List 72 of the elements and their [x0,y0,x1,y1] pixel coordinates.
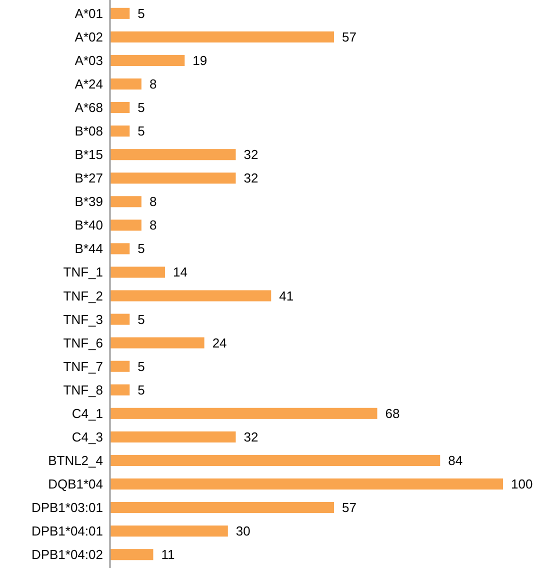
y-tick-label: B*27 [74,170,103,186]
data-label: 5 [138,312,145,327]
bar [110,431,236,442]
data-label: 5 [138,124,145,139]
y-tick-label: A*03 [74,52,103,68]
bar [110,408,378,419]
y-tick-label: TNF_8 [63,382,103,398]
data-label: 30 [236,524,250,539]
y-tick-label: B*15 [74,147,103,162]
bar [110,454,440,466]
y-tick-label: B*08 [74,124,103,139]
y-tick-label: C4_1 [72,406,103,421]
y-tick-label: TNF_3 [63,312,103,327]
bar [110,220,142,231]
data-label: 57 [342,29,356,44]
bar [110,502,334,514]
y-tick-label: DPB1*04:01 [31,524,103,539]
data-label: 5 [138,358,145,374]
bar [110,31,334,42]
bar [110,290,272,302]
data-label: 14 [173,264,188,280]
bar [110,337,204,348]
data-label: 57 [342,500,356,516]
bar [110,126,130,137]
bar [110,54,185,66]
y-tick-label: C4_3 [72,429,103,444]
data-label: 32 [244,147,258,162]
data-label: 8 [149,194,157,210]
y-tick-label: B*39 [74,194,103,210]
y-tick-label: A*02 [74,29,103,44]
bar [110,8,130,19]
y-tick-label: TNF_7 [63,358,103,374]
y-tick-label: TNF_2 [63,288,103,304]
bar [110,196,142,208]
data-label: 5 [138,100,145,116]
data-label: 84 [448,452,463,468]
data-label: 19 [192,52,208,68]
data-label: 8 [149,218,157,233]
bar [110,384,130,396]
y-tick-label: B*40 [74,218,103,233]
bar [110,172,236,184]
y-tick-label: A*24 [74,76,103,92]
bar [110,360,130,372]
data-label: 8 [149,76,157,92]
y-tick-label: B*44 [74,241,103,256]
y-tick-label: DQB1*04 [48,476,103,492]
bar [110,243,130,254]
bar [110,266,166,278]
y-tick-label: A*68 [74,100,103,116]
data-label: 5 [138,6,145,21]
bar [110,314,130,325]
bar [110,526,228,537]
data-label: 24 [212,335,227,350]
data-label: 11 [161,547,175,562]
data-label: 5 [138,382,145,398]
y-tick-label: DPB1*03:01 [31,500,103,516]
bar [110,78,142,90]
data-label: 68 [385,406,400,421]
y-tick-label: TNF_6 [63,335,103,350]
bar [110,149,236,160]
bar [110,102,130,114]
data-label: 41 [279,288,294,304]
bar [110,478,503,490]
y-tick-label: TNF_1 [63,264,103,280]
data-label: 100 [511,476,533,492]
y-tick-label: DPB1*04:02 [31,547,103,562]
y-tick-label: A*01 [74,6,103,21]
data-label: 5 [138,241,145,256]
data-label: 32 [244,170,258,186]
bar [110,549,154,560]
y-tick-label: BTNL2_4 [48,452,103,468]
data-label: 32 [244,429,258,444]
